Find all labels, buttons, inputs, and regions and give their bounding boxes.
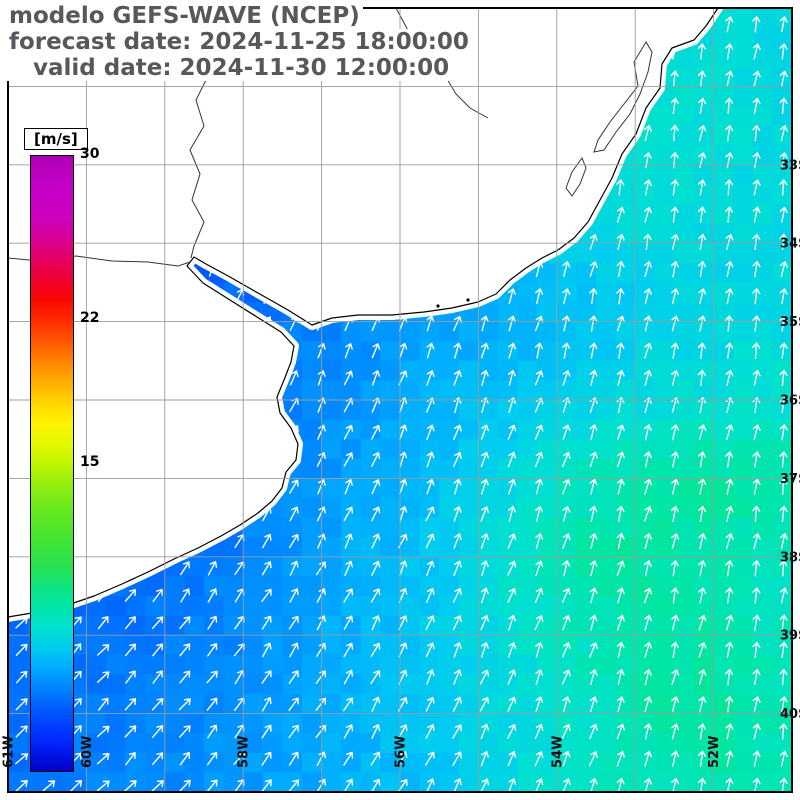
- chart-titles: modelo GEFS-WAVE (NCEP) forecast date: 2…: [6, 3, 472, 81]
- model-title: modelo GEFS-WAVE (NCEP): [6, 3, 363, 29]
- map-frame: [7, 7, 793, 793]
- lon-label: 58W: [237, 736, 252, 768]
- lat-label: 38S: [780, 550, 800, 565]
- forecast-date-label: forecast date: 2024-11-25 18:00:00: [6, 29, 472, 55]
- lat-label: 36S: [780, 394, 800, 409]
- lat-label: 34S: [780, 237, 800, 252]
- axis-labels-layer: 33S 34S 35S 36S 37S 38S 39S 40S 61W 60W 58W 56W 54W 5…: [2, 158, 800, 768]
- lat-label: 39S: [780, 629, 800, 644]
- colorbar-tick-label: 30: [80, 146, 100, 162]
- colorbar-units-label: [m/s]: [24, 128, 88, 150]
- coastline: [7, 7, 719, 618]
- lat-label: 33S: [780, 158, 800, 173]
- graticule-layer: [8, 8, 792, 792]
- valid-date-label: valid date: 2024-11-30 12:00:00: [6, 55, 453, 81]
- lon-label: 52W: [707, 736, 722, 768]
- lon-label: 54W: [550, 736, 565, 768]
- lat-label: 37S: [780, 472, 800, 487]
- lon-label: 56W: [394, 736, 409, 768]
- lon-label: 60W: [80, 736, 95, 768]
- lat-label: 40S: [780, 707, 800, 722]
- lat-label: 35S: [780, 315, 800, 330]
- colorbar-tick-label: 22: [80, 310, 100, 326]
- lon-label: 61W: [2, 736, 17, 768]
- colorbar-gradient: [30, 155, 74, 772]
- colorbar-tick-label: 15: [80, 453, 100, 470]
